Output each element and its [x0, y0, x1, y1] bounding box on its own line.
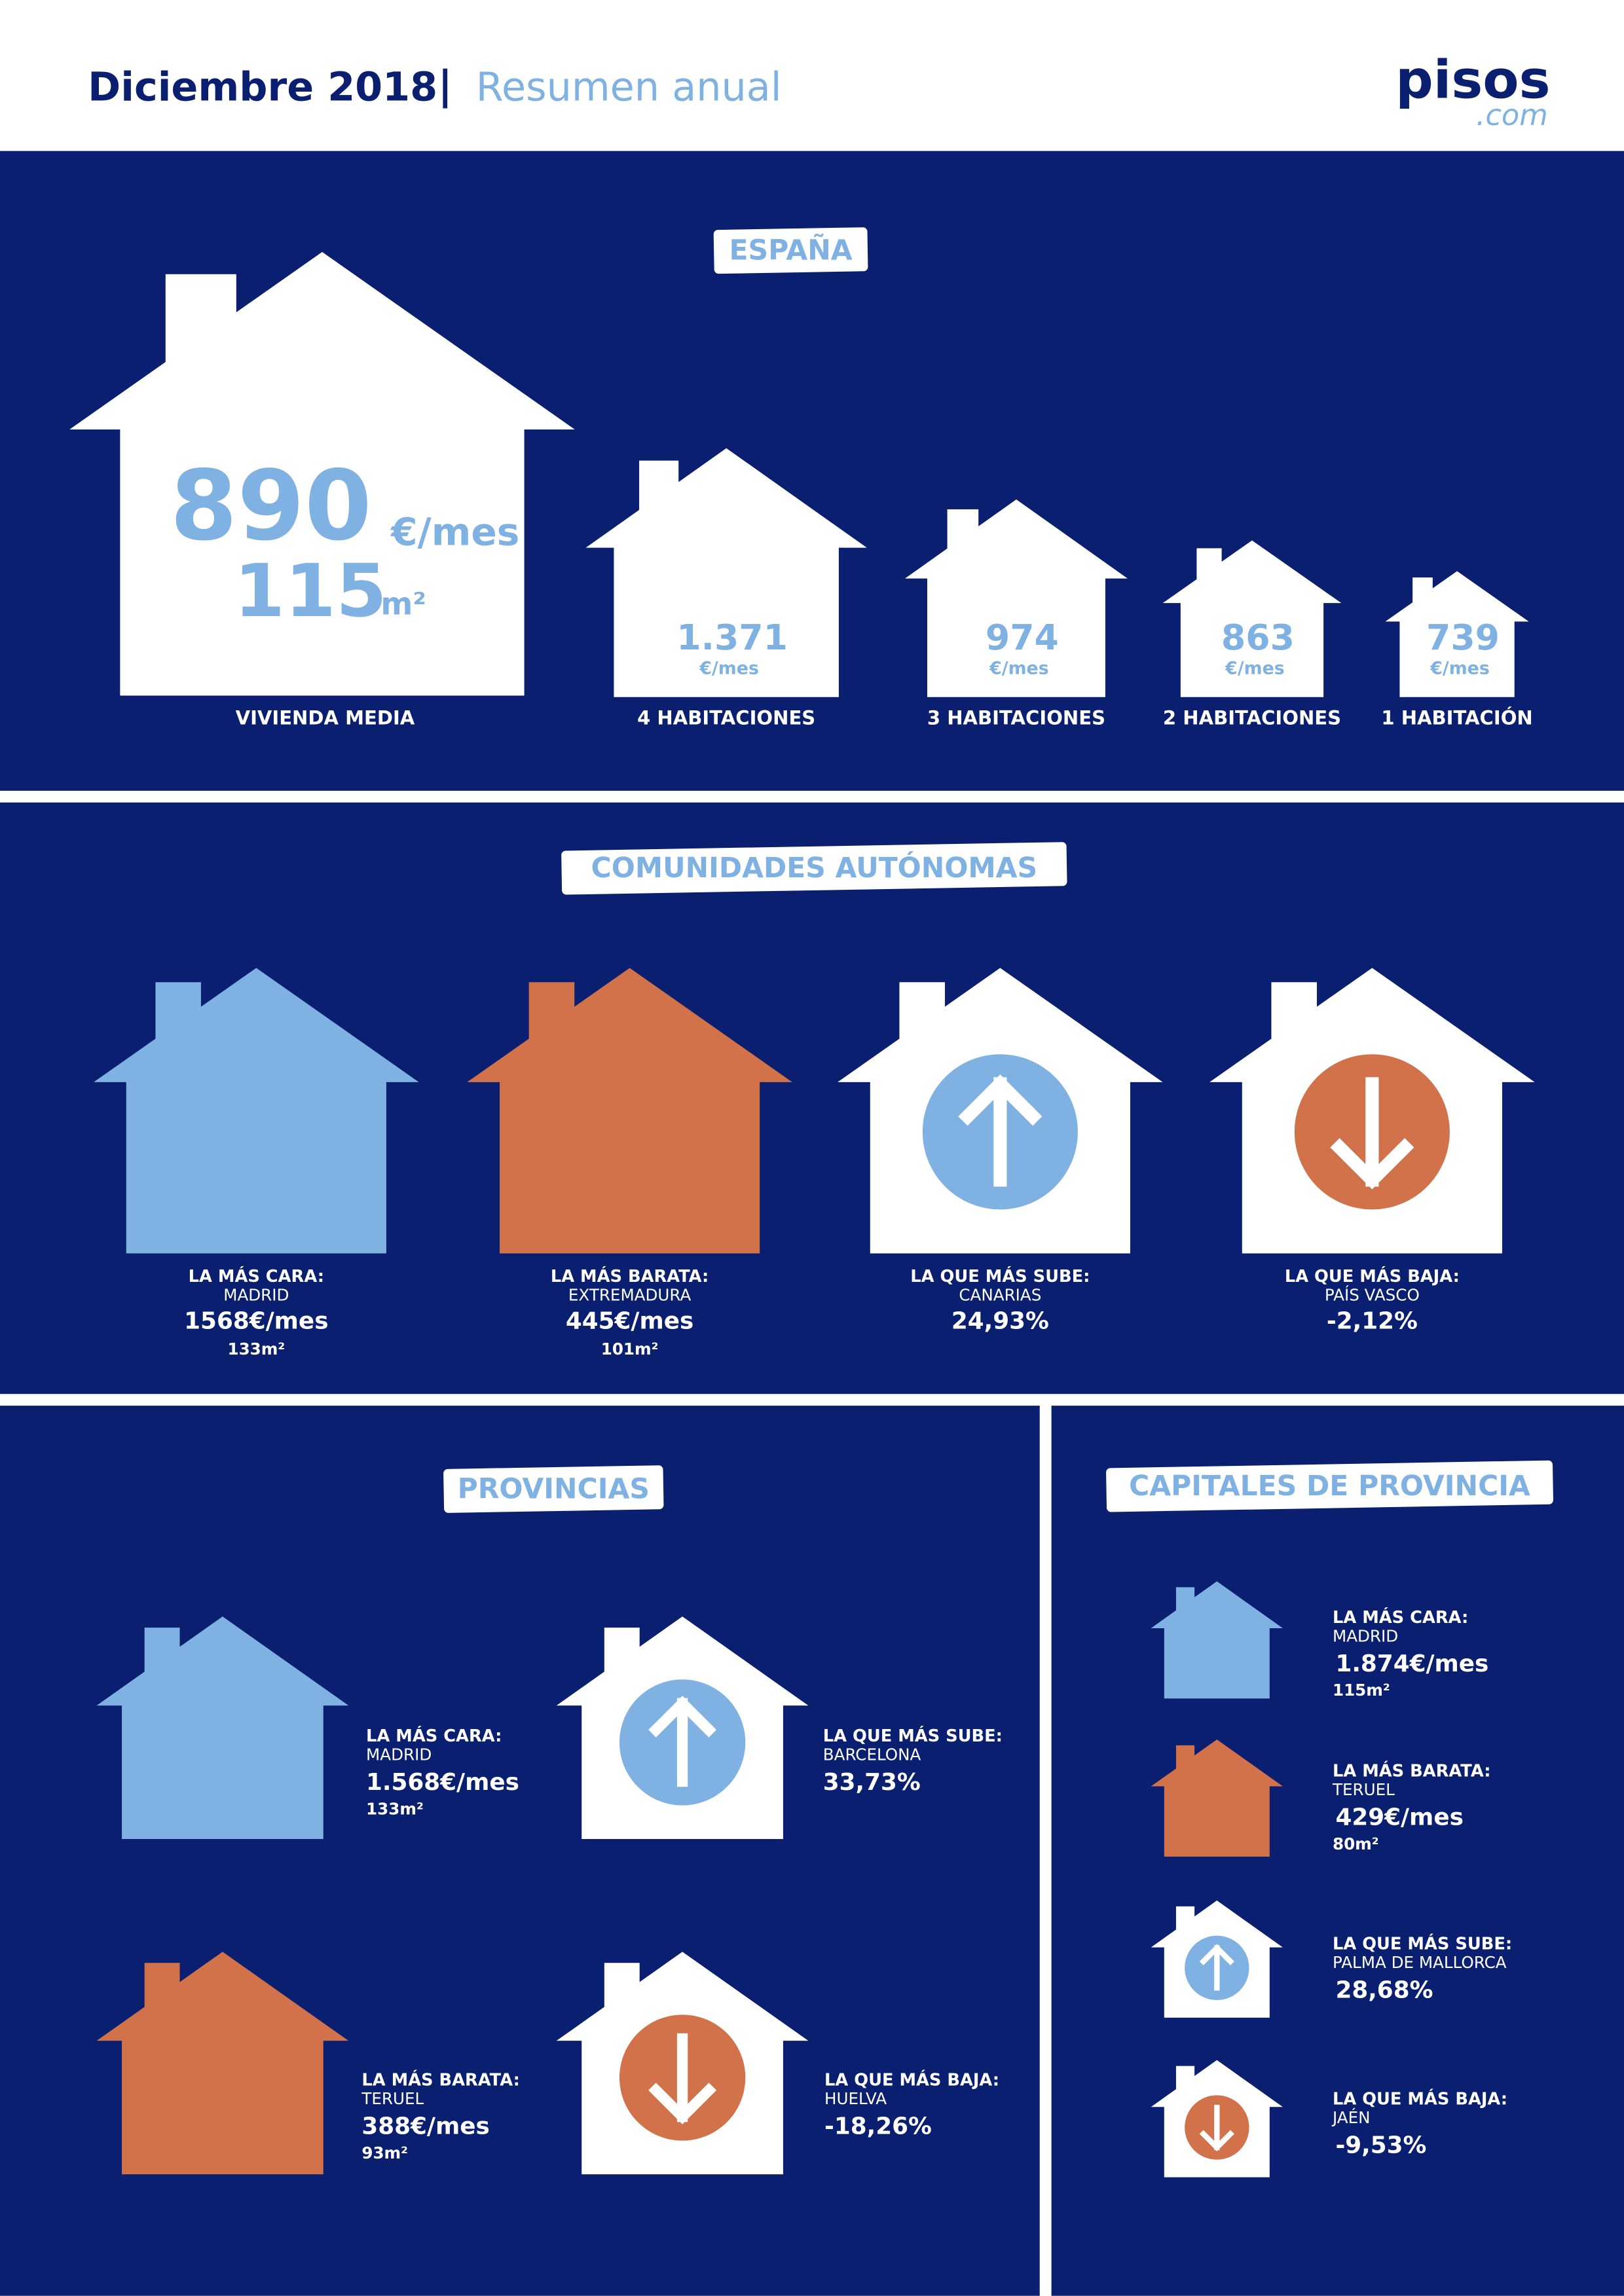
item-value: 1568€/mes: [184, 1308, 328, 1335]
main-area-unit: m²: [380, 587, 426, 623]
chimney: [165, 274, 236, 408]
chimney: [1175, 1906, 1195, 1942]
section-badge: [561, 842, 1067, 895]
item-heading: LA QUE MÁS BAJA:: [824, 2069, 999, 2090]
house-label: VIVIENDA MEDIA: [236, 706, 415, 729]
item-place: TERUEL: [1332, 1780, 1395, 1799]
down-arrow: [648, 2033, 717, 2124]
item-place: JAÉN: [1331, 2108, 1371, 2127]
chimney: [1196, 548, 1222, 596]
up-arrow: [1199, 1944, 1234, 1991]
item-place: BARCELONA: [823, 1745, 921, 1764]
item-heading: LA MÁS CARA:: [366, 1725, 502, 1746]
item-value: 1.568€/mes: [366, 1769, 519, 1796]
chimney: [639, 460, 679, 536]
logo: pisos: [1395, 49, 1550, 111]
house-label: 1 HABITACIÓN: [1381, 706, 1532, 729]
item-heading: LA QUE MÁS BAJA:: [1285, 1266, 1460, 1286]
item-value: 1.874€/mes: [1335, 1650, 1488, 1677]
chimney: [528, 982, 575, 1068]
house-label: 2 HABITACIONES: [1163, 706, 1341, 729]
item-place: CANARIAS: [959, 1285, 1041, 1304]
chimney: [144, 1963, 180, 2030]
item-area: 80m²: [1333, 1834, 1379, 1853]
item-heading: LA QUE MÁS BAJA:: [1333, 2088, 1507, 2109]
item-place: MADRID: [366, 1745, 432, 1764]
logo-suffix: .com: [1476, 98, 1548, 132]
chimney: [1175, 2066, 1195, 2102]
item-place: EXTREMADURA: [568, 1285, 692, 1304]
room-unit: €/mes: [1225, 659, 1285, 679]
section-title: PROVINCIAS: [458, 1473, 650, 1505]
main-unit: €/mes: [390, 510, 519, 555]
header-title: Diciembre 2018: [88, 64, 437, 110]
house-label: 3 HABITACIONES: [927, 706, 1105, 729]
section-badge: [443, 1465, 664, 1513]
item-area: 133m²: [227, 1339, 285, 1358]
down-arrow: [1330, 1077, 1414, 1190]
item-value: 24,93%: [951, 1308, 1049, 1335]
item-value: 33,73%: [823, 1769, 921, 1796]
item-heading: LA QUE MÁS SUBE:: [823, 1725, 1003, 1746]
item-heading: LA QUE MÁS SUBE:: [910, 1266, 1090, 1286]
item-value: 28,68%: [1335, 1977, 1433, 2004]
capitales-panel: [1051, 1406, 1624, 2296]
chimney: [1271, 982, 1317, 1068]
item-value: -18,26%: [824, 2113, 932, 2140]
item-heading: LA MÁS CARA:: [189, 1266, 324, 1286]
room-unit: €/mes: [1430, 659, 1490, 679]
item-area: 93m²: [361, 2143, 408, 2162]
main-area: 115: [234, 549, 386, 634]
item-place: MADRID: [1333, 1626, 1398, 1645]
header-bg: [0, 0, 1624, 151]
item-place: HUELVA: [824, 2089, 887, 2108]
section-title: COMUNIDADES AUTÓNOMAS: [591, 851, 1038, 884]
item-value: -9,53%: [1335, 2132, 1426, 2159]
chimney: [1175, 1745, 1195, 1781]
item-value: 445€/mes: [566, 1308, 693, 1335]
house-label: 4 HABITACIONES: [637, 706, 815, 729]
section-badge: [1106, 1460, 1553, 1512]
chimney: [899, 982, 945, 1068]
item-heading: LA MÁS BARATA:: [551, 1266, 709, 1286]
item-value: 388€/mes: [361, 2113, 489, 2140]
chimney: [1175, 1587, 1195, 1623]
item-place: PAÍS VASCO: [1325, 1285, 1420, 1304]
item-heading: LA QUE MÁS SUBE:: [1333, 1933, 1512, 1954]
room-price: 974: [986, 617, 1059, 658]
header-subtitle: Resumen anual: [476, 64, 782, 110]
up-arrow: [958, 1074, 1043, 1187]
item-area: 133m²: [366, 1799, 424, 1818]
chimney: [144, 1628, 180, 1695]
item-heading: LA MÁS BARATA:: [361, 2069, 520, 2090]
chimney: [947, 509, 979, 569]
room-price: 1.371: [676, 617, 788, 658]
header-separator: |: [438, 63, 452, 109]
main-price: 890: [170, 449, 372, 562]
up-arrow: [648, 1696, 717, 1787]
section-title: CAPITALES DE PROVINCIA: [1129, 1470, 1530, 1503]
item-value: -2,12%: [1327, 1308, 1418, 1335]
item-area: 101m²: [601, 1339, 659, 1358]
section-title: ESPAÑA: [729, 233, 853, 266]
chimney: [604, 1963, 640, 2030]
chimney: [155, 982, 201, 1068]
item-area: 115m²: [1333, 1681, 1390, 1700]
room-price: 863: [1221, 617, 1295, 658]
room-unit: €/mes: [699, 659, 759, 679]
item-value: 429€/mes: [1335, 1804, 1463, 1831]
item-place: TERUEL: [361, 2089, 424, 2108]
section-badge: [713, 227, 868, 274]
down-arrow: [1199, 2104, 1234, 2151]
item-place: PALMA DE MALLORCA: [1333, 1953, 1507, 1972]
item-place: MADRID: [223, 1285, 289, 1304]
room-price: 739: [1426, 617, 1500, 658]
chimney: [604, 1628, 640, 1695]
item-heading: LA MÁS CARA:: [1333, 1607, 1468, 1628]
item-heading: LA MÁS BARATA:: [1333, 1760, 1491, 1781]
room-unit: €/mes: [989, 659, 1049, 679]
chimney: [1412, 577, 1433, 615]
